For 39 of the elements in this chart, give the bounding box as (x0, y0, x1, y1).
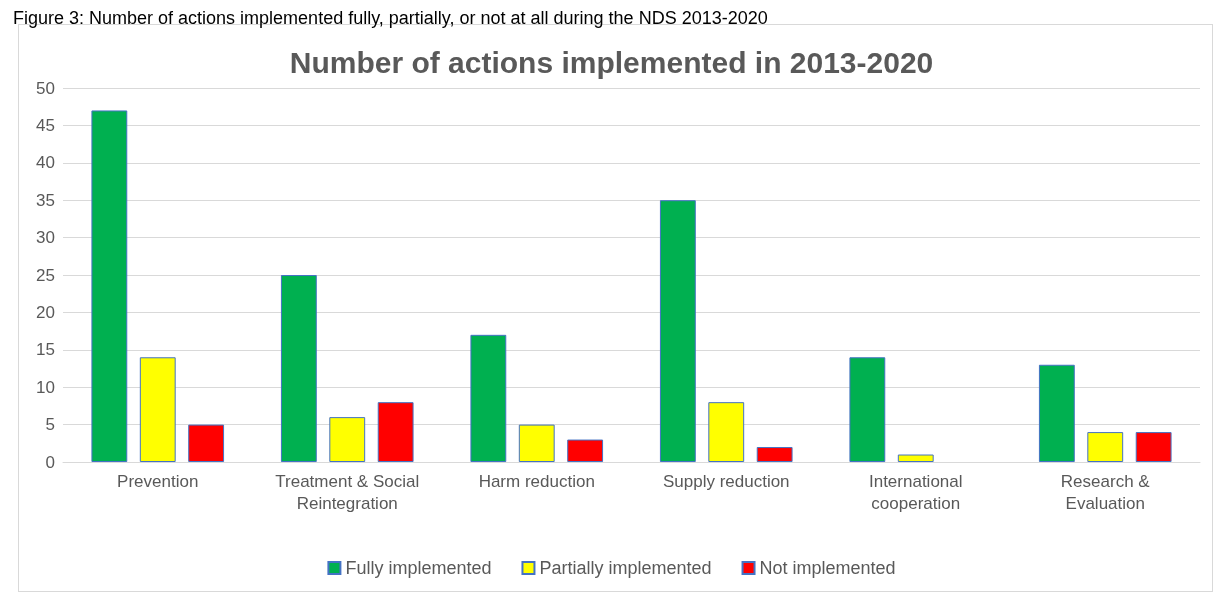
y-tick-label: 10 (36, 377, 55, 397)
legend-label: Fully implemented (345, 558, 492, 578)
bar (756, 447, 793, 462)
bar (1087, 432, 1124, 462)
y-tick-label: 40 (36, 153, 55, 173)
x-tick-label: Harm reduction (478, 471, 595, 491)
y-tick-label: 45 (36, 115, 55, 135)
bar (139, 357, 176, 462)
caption: Figure 3: Number of actions implemented fully, partially, or not at all during the NDS 2013-2020 (13, 8, 768, 28)
bar (377, 402, 414, 462)
bar (1135, 432, 1172, 462)
bar (708, 402, 745, 462)
bar (188, 424, 225, 462)
bar (897, 454, 934, 462)
y-tick-label: 50 (36, 78, 55, 98)
x-tick-label: Treatment & Social Reintegration (275, 471, 420, 513)
legend-label: Partially implemented (539, 558, 712, 578)
y-tick-label: 5 (45, 415, 55, 435)
x-tick-label: International cooperation (868, 471, 963, 513)
x-tick-label: Supply reduction (662, 471, 790, 491)
bar (91, 110, 128, 462)
y-tick-label: 35 (36, 190, 55, 210)
y-tick-label: 0 (45, 452, 55, 472)
bar (659, 200, 696, 462)
chart-title: Number of actions implemented in 2013-2020 (289, 45, 934, 79)
bar (470, 334, 507, 462)
bar (849, 357, 886, 462)
y-tick-label: 30 (36, 228, 55, 248)
y-tick-label: 25 (36, 265, 55, 285)
y-tick-label: 20 (36, 302, 55, 322)
bar (329, 417, 366, 462)
legend-label: Not implemented (759, 558, 896, 578)
bar (518, 424, 555, 462)
x-tick-label: Research & Evaluation (1060, 471, 1151, 513)
y-tick-label: 15 (36, 340, 55, 360)
bar (1038, 364, 1075, 462)
x-tick-label: Prevention (117, 471, 199, 491)
bar (280, 275, 317, 462)
bar (567, 439, 604, 462)
